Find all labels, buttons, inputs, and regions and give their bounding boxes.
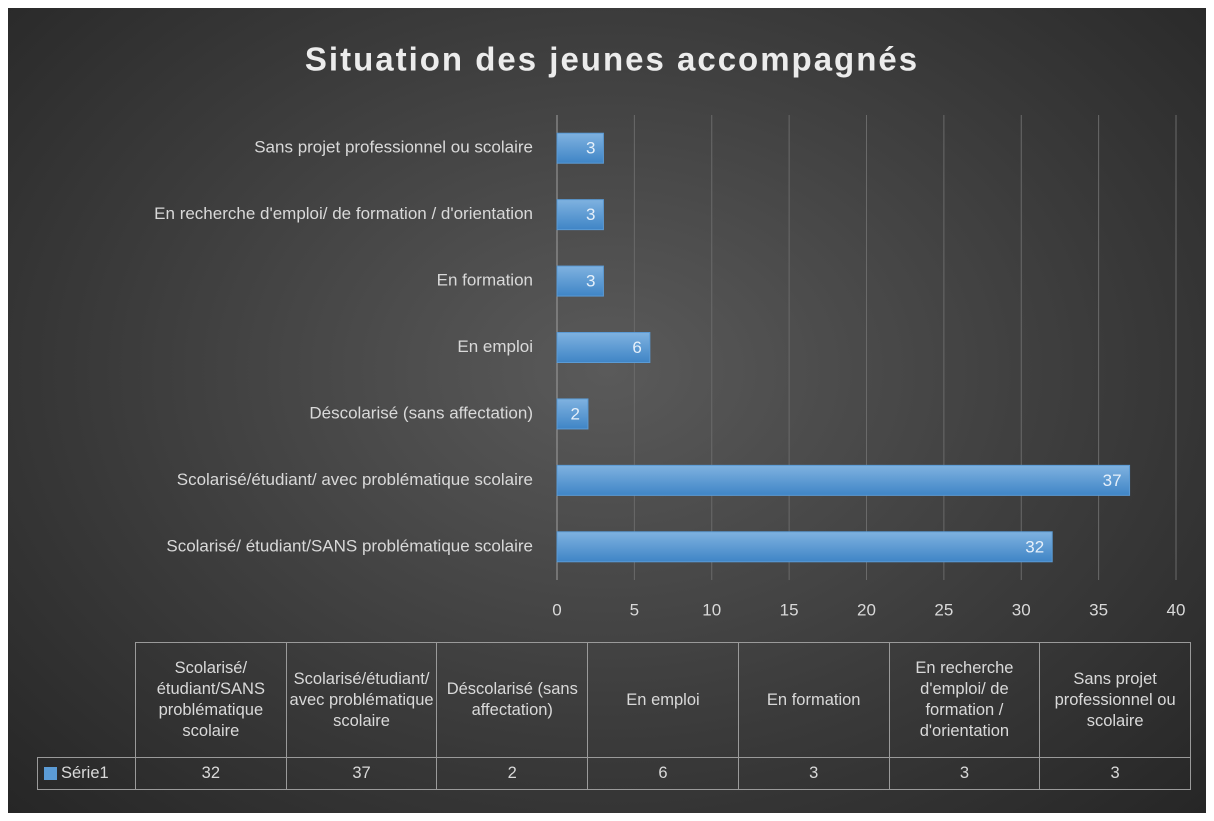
y-tick-label: En emploi [457, 337, 533, 356]
table-value-cell: 6 [587, 757, 739, 790]
x-tick-label: 5 [630, 600, 639, 619]
x-tick-label: 10 [702, 600, 721, 619]
table-value-cell: 2 [436, 757, 589, 790]
data-label: 37 [1103, 471, 1122, 490]
x-tick-label: 20 [857, 600, 876, 619]
bar [556, 464, 1131, 496]
data-label: 3 [586, 205, 595, 224]
legend-label: Série1 [61, 764, 109, 782]
y-tick-label: Sans projet professionnel ou scolaire [254, 138, 533, 157]
table-value-cell: 3 [1039, 757, 1191, 790]
table-header-cell: Scolarisé/étudiant/ avec problématique s… [285, 642, 438, 758]
bar [556, 265, 604, 297]
table-header-cell: En formation [737, 642, 890, 758]
y-tick-label: Déscolarisé (sans affectation) [309, 403, 533, 422]
table-value-cell: 3 [737, 757, 890, 790]
y-tick-label: Scolarisé/étudiant/ avec problématique s… [177, 470, 533, 489]
table-value-cell: 37 [285, 757, 438, 790]
x-tick-label: 25 [934, 600, 953, 619]
x-tick-label: 15 [780, 600, 799, 619]
legend-key [44, 767, 57, 780]
y-tick-label: En formation [437, 271, 533, 290]
bar [556, 199, 604, 231]
data-label: 3 [586, 139, 595, 158]
bar [556, 132, 604, 164]
table-header-cell: Scolarisé/ étudiant/SANS problématique s… [135, 642, 287, 758]
y-tick-label: En recherche d'emploi/ de formation / d'… [154, 204, 533, 223]
chart-title: Situation des jeunes accompagnés [305, 41, 919, 78]
table-header-cell: En recherche d'emploi/ de formation / d'… [888, 642, 1041, 758]
table-header-cell: Sans projet professionnel ou scolaire [1039, 642, 1191, 758]
data-label: 6 [632, 338, 641, 357]
x-tick-label: 0 [552, 600, 561, 619]
data-label: 2 [570, 404, 579, 423]
table-legend-cell: Série1 [37, 757, 136, 790]
x-tick-label: 40 [1167, 600, 1186, 619]
bar [556, 398, 589, 430]
table-value-cell: 32 [135, 757, 287, 790]
bar [556, 531, 1053, 563]
x-tick-label: 35 [1089, 600, 1108, 619]
y-tick-label: Scolarisé/ étudiant/SANS problématique s… [166, 536, 533, 555]
chart-background [8, 8, 1206, 813]
table-header-cell: Déscolarisé (sans affectation) [436, 642, 589, 758]
data-label: 32 [1025, 537, 1044, 556]
table-value-cell: 3 [888, 757, 1041, 790]
x-tick-label: 30 [1012, 600, 1031, 619]
table-header-cell: En emploi [587, 642, 739, 758]
bar [556, 332, 651, 363]
data-label: 3 [586, 272, 595, 291]
